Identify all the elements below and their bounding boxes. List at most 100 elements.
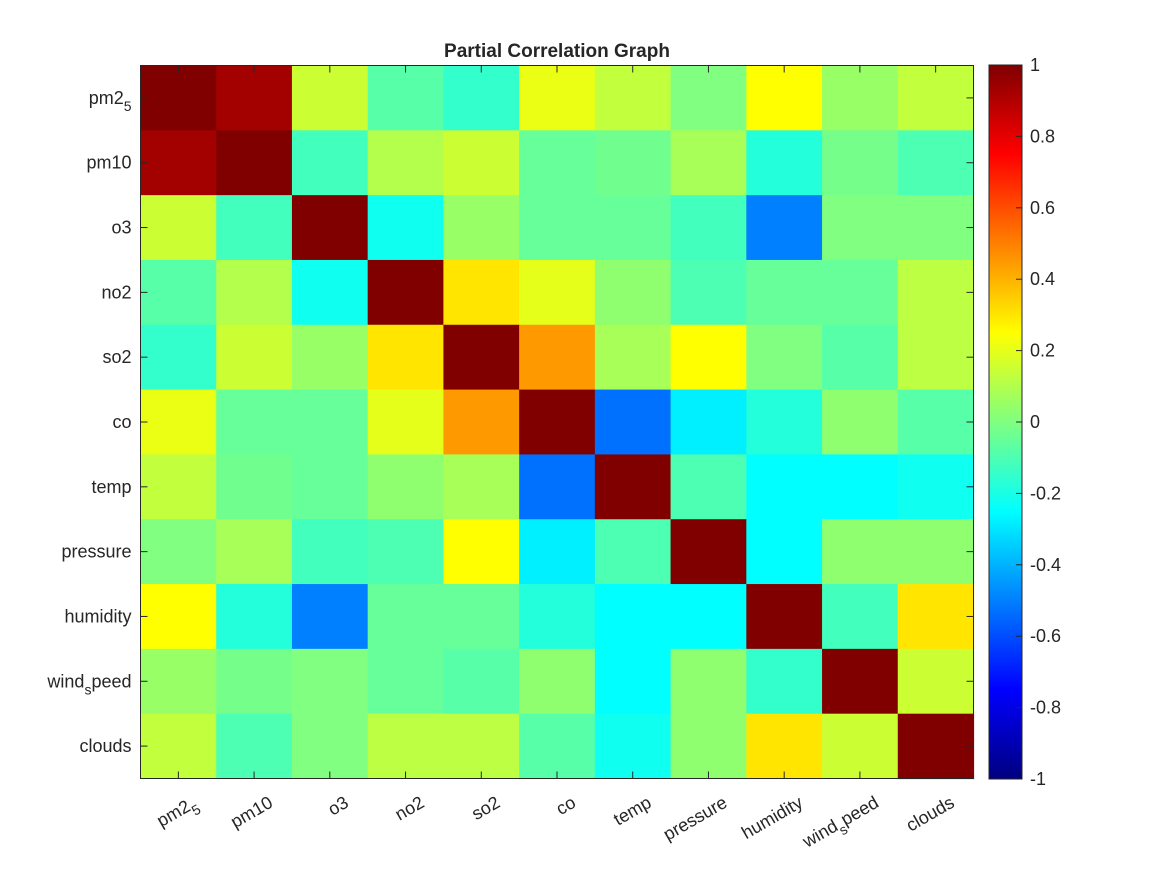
heatmap-cell: [670, 195, 747, 261]
heatmap-cell: [367, 389, 445, 456]
heatmap-cell: [670, 65, 747, 131]
colorbar-tick-label: 0.8: [1030, 126, 1055, 146]
heatmap-cell: [670, 584, 747, 650]
heatmap-cell: [519, 389, 596, 456]
heatmap-cell: [897, 648, 975, 715]
colorbar-tick-label: -1: [1030, 769, 1046, 789]
heatmap-cell: [746, 389, 823, 456]
heatmap-cell: [519, 195, 596, 261]
colorbar-tick-label: -0.2: [1030, 483, 1061, 503]
heatmap-cell: [140, 130, 217, 196]
heatmap-cell: [443, 389, 520, 456]
heatmap-cell: [897, 65, 975, 131]
heatmap-cell: [216, 519, 293, 585]
heatmap-cell: [367, 65, 445, 131]
heatmap-cell: [519, 259, 596, 326]
heatmap-cell: [519, 454, 596, 520]
heatmap-cell: [443, 259, 520, 326]
heatmap-cell: [443, 519, 520, 585]
heatmap-cell: [443, 65, 520, 131]
heatmap-cell: [291, 65, 369, 131]
heatmap-cell: [519, 65, 596, 131]
heatmap-cell: [216, 454, 293, 520]
colorbar-tick-label: 0: [1030, 412, 1040, 432]
heatmap-cell: [291, 259, 369, 326]
heatmap-cell: [822, 130, 899, 196]
chart-title: Partial Correlation Graph: [444, 41, 670, 62]
axes-ticks: [140, 65, 974, 779]
heatmap-cell: [519, 713, 596, 780]
heatmap-cell: [594, 713, 672, 780]
x-tick-label: windspeed: [798, 792, 885, 857]
heatmap-cell: [822, 713, 899, 780]
heatmap-cell: [897, 519, 975, 585]
heatmap-cell: [367, 454, 445, 520]
x-tick-label: pm10: [227, 792, 276, 832]
heatmap-cell: [519, 584, 596, 650]
heatmap-cell: [594, 324, 672, 391]
heatmap-cells: [140, 65, 975, 780]
y-tick-labels: pm25 pm10 o3 no2 so2 co temp pressure humidity wi…: [46, 88, 131, 756]
heatmap-cell: [670, 389, 747, 456]
heatmap-cell: [746, 65, 823, 131]
heatmap-cell: [746, 130, 823, 196]
y-tick-label: pm25: [89, 88, 132, 114]
heatmap-cell: [291, 130, 369, 196]
heatmap-cell: [216, 389, 293, 456]
colorbar-tick-label: 1: [1030, 55, 1040, 75]
x-tick-label: humidity: [738, 792, 806, 843]
x-tick-label: so2: [468, 792, 503, 824]
y-tick-label: windspeed: [46, 671, 131, 697]
heatmap-cell: [140, 519, 217, 585]
heatmap-cell: [140, 648, 217, 715]
heatmap-cell: [443, 454, 520, 520]
heatmap-cell: [746, 324, 823, 391]
heatmap-cell: [443, 130, 520, 196]
heatmap-cell: [367, 648, 445, 715]
heatmap-cell: [746, 648, 823, 715]
heatmap-cell: [216, 195, 293, 261]
heatmap-cell: [367, 519, 445, 585]
y-tick-label: humidity: [64, 606, 131, 626]
y-tick-label: no2: [101, 282, 131, 302]
heatmap-cell: [216, 259, 293, 326]
heatmap-cell: [291, 584, 369, 650]
heatmap-cell: [746, 259, 823, 326]
heatmap-cell: [443, 648, 520, 715]
heatmap-cell: [291, 519, 369, 585]
y-tick-label: pressure: [61, 542, 131, 562]
heatmap-cell: [746, 519, 823, 585]
heatmap-cell: [140, 259, 217, 326]
heatmap-cell: [897, 584, 975, 650]
heatmap-cell: [822, 648, 899, 715]
colorbar-tick-label: 0.2: [1030, 341, 1055, 361]
heatmap-cell: [140, 454, 217, 520]
heatmap-cell: [670, 259, 747, 326]
heatmap-cell: [897, 259, 975, 326]
heatmap-cell: [594, 65, 672, 131]
heatmap-cell: [897, 195, 975, 261]
heatmap-cell: [670, 713, 747, 780]
heatmap-cell: [140, 584, 217, 650]
x-tick-label: temp: [610, 792, 655, 829]
heatmap-cell: [670, 648, 747, 715]
heatmap-cell: [140, 65, 217, 131]
heatmap-cell: [746, 713, 823, 780]
y-tick-label: co: [112, 412, 131, 432]
heatmap-cell: [670, 130, 747, 196]
heatmap-cell: [822, 584, 899, 650]
colorbar-tick-label: -0.6: [1030, 626, 1061, 646]
heatmap-cell: [443, 324, 520, 391]
heatmap-cell: [216, 130, 293, 196]
heatmap-cell: [443, 713, 520, 780]
heatmap-cell: [594, 259, 672, 326]
heatmap-cell: [367, 195, 445, 261]
heatmap-cell: [291, 454, 369, 520]
heatmap-cell: [216, 584, 293, 650]
colorbar-tick-label: 0.4: [1030, 269, 1055, 289]
heatmap-cell: [897, 130, 975, 196]
heatmap-cell: [594, 519, 672, 585]
colorbar-tick-label: -0.4: [1030, 555, 1061, 575]
heatmap-cell: [822, 519, 899, 585]
